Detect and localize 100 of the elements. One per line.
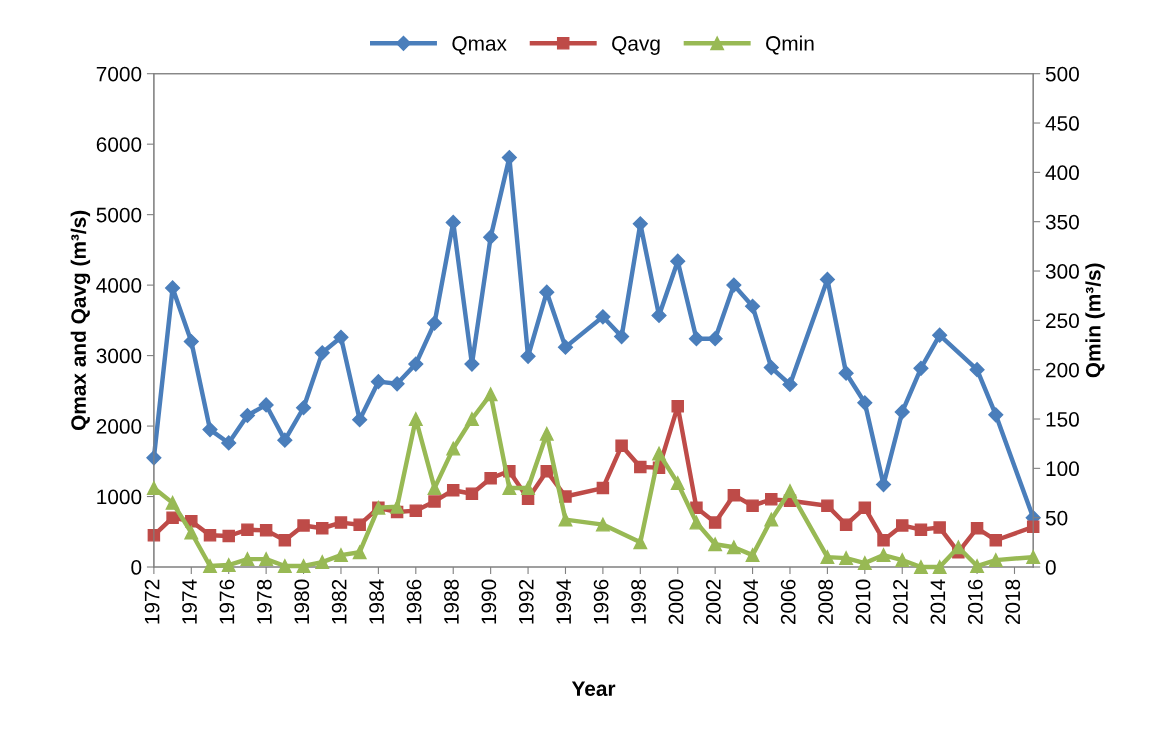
x-tick-label: 2004: [743, 579, 759, 625]
x-tick-label: 1974: [182, 579, 197, 624]
point: [876, 548, 891, 563]
point: [258, 397, 274, 413]
legend-label: Qavg: [612, 36, 660, 55]
point: [932, 560, 947, 574]
y-tick-label: 3000: [96, 348, 142, 364]
point: [465, 487, 479, 500]
y2-tick-label: 450: [1045, 116, 1079, 131]
point: [895, 519, 909, 532]
y2-tick-label: 250: [1046, 313, 1079, 329]
x-tick-label: 2002: [705, 579, 721, 625]
x-tick-label: 2016: [967, 579, 983, 625]
point: [184, 525, 199, 540]
point: [165, 495, 180, 510]
point: [614, 328, 630, 345]
point: [239, 407, 255, 424]
point: [671, 400, 684, 413]
y2-tick-label: 100: [1046, 461, 1079, 477]
point: [764, 512, 779, 527]
x-tick-label: 1990: [481, 579, 497, 624]
point: [688, 331, 705, 347]
y-tick-label: 0: [131, 560, 142, 575]
point: [502, 481, 517, 496]
point: [746, 499, 759, 512]
point: [483, 229, 499, 245]
point: [408, 356, 424, 372]
point: [259, 552, 274, 567]
point: [989, 533, 1003, 547]
point: [782, 376, 798, 393]
point: [932, 327, 948, 343]
point: [839, 518, 853, 531]
point: [744, 298, 761, 314]
point: [557, 339, 574, 355]
point: [951, 540, 966, 555]
point: [334, 516, 348, 529]
point: [464, 412, 479, 426]
point: [745, 548, 760, 563]
point: [315, 555, 330, 570]
point: [446, 441, 461, 456]
point: [838, 365, 854, 381]
x-tick-label: 2018: [1005, 579, 1021, 625]
x-tick-label: 2012: [893, 579, 908, 625]
point: [333, 329, 349, 345]
x-tick-label: 1998: [631, 579, 646, 624]
point: [221, 558, 236, 572]
y-tick-label: 7000: [96, 66, 142, 82]
point: [446, 483, 460, 497]
point: [314, 345, 330, 361]
x-tick-label: 1988: [444, 579, 459, 624]
x-tick-label: 1978: [256, 579, 272, 624]
point: [988, 553, 1003, 568]
point: [183, 333, 199, 350]
x-tick-label: 1976: [219, 579, 235, 624]
x-tick-label: 1986: [406, 579, 422, 624]
x-tick-label: 2000: [668, 579, 684, 625]
point: [484, 471, 497, 485]
point: [390, 499, 405, 514]
point: [615, 439, 628, 453]
point: [203, 529, 217, 542]
point: [483, 387, 498, 402]
point: [353, 518, 366, 531]
y2-tick-label: 400: [1045, 165, 1079, 181]
point: [708, 537, 723, 552]
y-tick-label: 5000: [96, 207, 142, 223]
point: [895, 553, 910, 568]
point: [970, 521, 984, 535]
point: [894, 404, 910, 420]
y2-tick-label: 350: [1045, 214, 1079, 230]
legend-label: Qmin: [766, 35, 814, 55]
point: [708, 516, 722, 529]
y2-tick-label: 200: [1046, 362, 1079, 378]
point: [633, 535, 648, 550]
y-tick-label: 2000: [96, 419, 142, 434]
x-tick-label: 2006: [780, 579, 796, 625]
x-tick-label: 1972: [144, 579, 160, 624]
point: [166, 511, 179, 524]
point: [634, 460, 647, 474]
y-tick-label: 4000: [96, 278, 142, 293]
point: [914, 523, 928, 536]
point: [445, 214, 461, 230]
point: [521, 481, 536, 496]
point: [857, 556, 872, 571]
point: [428, 495, 441, 508]
point: [146, 481, 161, 496]
point: [389, 376, 405, 392]
y-axis-title: Qmax and Qavg (m³/s): [70, 210, 91, 431]
x-tick-label: 1984: [369, 579, 384, 624]
point: [933, 521, 946, 534]
point: [203, 559, 217, 573]
point: [765, 493, 778, 506]
point: [820, 550, 835, 565]
x-tick-label: 1994: [556, 579, 572, 624]
point: [539, 426, 554, 441]
x-tick-label: 2008: [818, 579, 833, 625]
point: [707, 331, 723, 347]
y2-tick-label: 300: [1045, 264, 1079, 279]
point: [595, 517, 610, 532]
x-tick-label: 2014: [930, 579, 946, 625]
point: [689, 515, 704, 530]
